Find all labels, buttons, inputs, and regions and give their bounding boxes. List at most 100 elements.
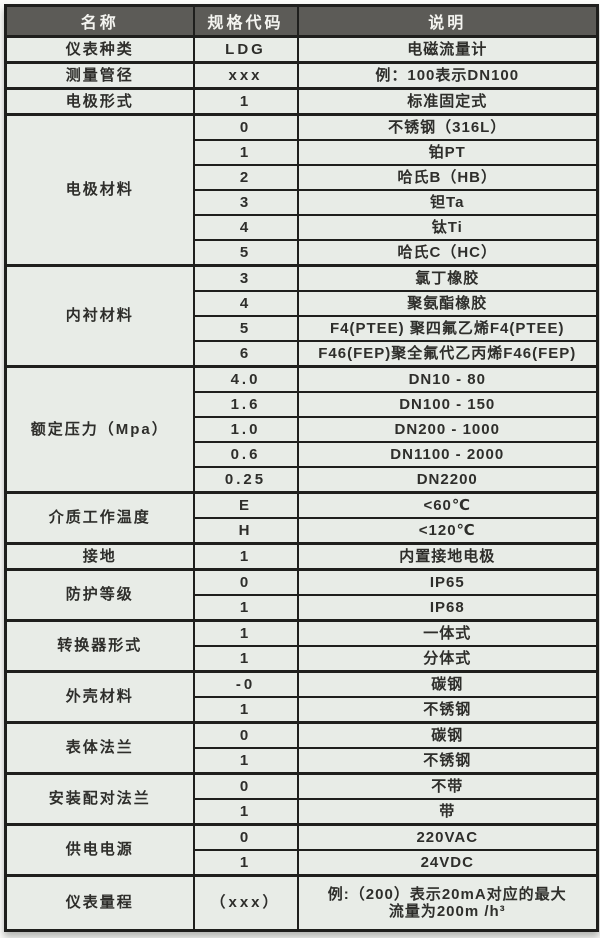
code-cell: 4 [192, 290, 299, 317]
table-row: 介质工作温度 E <60℃ [4, 491, 599, 545]
code-cell: 1.6 [192, 391, 299, 418]
desc-cell: 碳钢 [296, 670, 599, 698]
code-cell: 3 [192, 189, 299, 216]
table-row: 外壳材料 -0 碳钢 [4, 670, 599, 724]
desc-cell: 不锈钢 [296, 747, 599, 775]
table-row: 6 F46(FEP)聚全氟代乙丙烯F46(FEP) [6, 340, 599, 368]
table-row: H <120℃ [6, 517, 599, 545]
table-row: 0.25 DN2200 [6, 466, 599, 494]
code-cell: LDG [192, 35, 299, 64]
code-cell: 1 [192, 747, 299, 775]
code-cell: 1 [192, 619, 299, 647]
desc-cell: 聚氨酯橡胶 [296, 290, 599, 317]
table-row: 安装配对法兰 0 不带 [4, 772, 599, 826]
group-name-cell: 测量管径 [4, 61, 195, 90]
code-cell: 2 [192, 164, 299, 191]
code-cell: E [192, 491, 299, 519]
table-row: 仪表种类 LDG 电磁流量计 [4, 35, 599, 64]
code-cell: 1 [192, 645, 299, 673]
desc-cell: DN100 - 150 [296, 391, 599, 418]
desc-cell: IP68 [296, 594, 599, 622]
header-desc: 说明 [296, 4, 599, 38]
desc-cell: 分体式 [296, 645, 599, 673]
desc-cell: 不锈钢 [296, 696, 599, 724]
desc-cell: IP65 [296, 568, 599, 596]
code-cell: 1.0 [192, 416, 299, 443]
table-row: 1 分体式 [6, 645, 599, 673]
desc-cell: 铂PT [296, 139, 599, 166]
table-row: 4 聚氨酯橡胶 [6, 290, 599, 317]
code-cell: 0 [192, 568, 299, 596]
table-row: 表体法兰 0 碳钢 [4, 721, 599, 775]
code-cell: 0 [192, 721, 299, 749]
table-row: 电极形式 1 标准固定式 [4, 87, 599, 116]
desc-cell: 哈氏C（HC） [296, 239, 599, 267]
desc-cell: 哈氏B（HB） [296, 164, 599, 191]
desc-cell: 电磁流量计 [296, 35, 599, 64]
code-cell: 0.6 [192, 441, 299, 468]
table-row: 5 F4(PTEE) 聚四氟乙烯F4(PTEE) [6, 315, 599, 342]
desc-cell: F4(PTEE) 聚四氟乙烯F4(PTEE) [296, 315, 599, 342]
code-cell: 1 [192, 849, 299, 877]
table-row: 1.0 DN200 - 1000 [6, 416, 599, 443]
table-row: 电极材料 0 不锈钢（316L） [4, 113, 599, 267]
table-row: 供电电源 0 220VAC [4, 823, 599, 877]
group-name-cell: 接地 [4, 542, 195, 571]
desc-cell: 例：100表示DN100 [296, 61, 599, 90]
code-cell: 1 [192, 139, 299, 166]
table-row: 防护等级 0 IP65 [4, 568, 599, 622]
code-cell: 1 [192, 696, 299, 724]
desc-cell: 钛Ti [296, 214, 599, 241]
desc-cell: 不带 [296, 772, 599, 800]
table-row: 1 24VDC [6, 849, 599, 877]
table-row: 3 钽Ta [6, 189, 599, 216]
code-cell: 4 [192, 214, 299, 241]
code-cell: （xxx） [192, 874, 299, 932]
code-cell: 5 [192, 315, 299, 342]
table-row: 1 不锈钢 [6, 747, 599, 775]
desc-cell: 一体式 [296, 619, 599, 647]
group-name-cell: 表体法兰 [4, 721, 195, 775]
code-cell: 1 [192, 594, 299, 622]
code-cell: -0 [192, 670, 299, 698]
group-name-cell: 外壳材料 [4, 670, 195, 724]
group-name-cell: 介质工作温度 [4, 491, 195, 545]
group-name-cell: 内衬材料 [4, 264, 195, 368]
group-name-cell: 供电电源 [4, 823, 195, 877]
header-row: 名称 规格代码 说明 [4, 4, 599, 38]
group-name-cell: 额定压力（Mpa） [4, 365, 195, 494]
table-row: 仪表量程 （xxx） 例:（200）表示20mA对应的最大 流量为200m /h³ [4, 874, 599, 932]
code-cell: 3 [192, 264, 299, 292]
code-cell: 1 [192, 798, 299, 826]
table-row: 0.6 DN1100 - 2000 [6, 441, 599, 468]
desc-cell: 内置接地电极 [296, 542, 599, 571]
code-cell: H [192, 517, 299, 545]
desc-cell: 标准固定式 [296, 87, 599, 116]
table-row: 接地 1 内置接地电极 [4, 542, 599, 571]
code-cell: 5 [192, 239, 299, 267]
desc-cell: 24VDC [296, 849, 599, 877]
code-cell: 1 [192, 87, 299, 116]
table-row: 额定压力（Mpa） 4.0 DN10 - 80 [4, 365, 599, 494]
desc-cell: 氯丁橡胶 [296, 264, 599, 292]
desc-cell: 例:（200）表示20mA对应的最大 流量为200m /h³ [296, 874, 599, 932]
desc-cell: DN1100 - 2000 [296, 441, 599, 468]
code-cell: 1 [192, 542, 299, 571]
group-name-cell: 仪表种类 [4, 35, 195, 64]
table-row: 内衬材料 3 氯丁橡胶 [4, 264, 599, 368]
desc-cell: 钽Ta [296, 189, 599, 216]
flowmeter-spec-table: 名称 规格代码 说明 仪表种类 LDG 电磁流量计 测量管径 xxx 例：100表示DN1… [4, 4, 599, 932]
code-cell: 4.0 [192, 365, 299, 393]
table-row: 1 铂PT [6, 139, 599, 166]
desc-cell: 不锈钢（316L） [296, 113, 599, 141]
code-cell: xxx [192, 61, 299, 90]
group-name-cell: 转换器形式 [4, 619, 195, 673]
table-row: 2 哈氏B（HB） [6, 164, 599, 191]
desc-cell: <120℃ [296, 517, 599, 545]
code-cell: 6 [192, 340, 299, 368]
desc-cell: DN10 - 80 [296, 365, 599, 393]
code-cell: 0 [192, 113, 299, 141]
group-name-cell: 防护等级 [4, 568, 195, 622]
code-cell: 0 [192, 823, 299, 851]
